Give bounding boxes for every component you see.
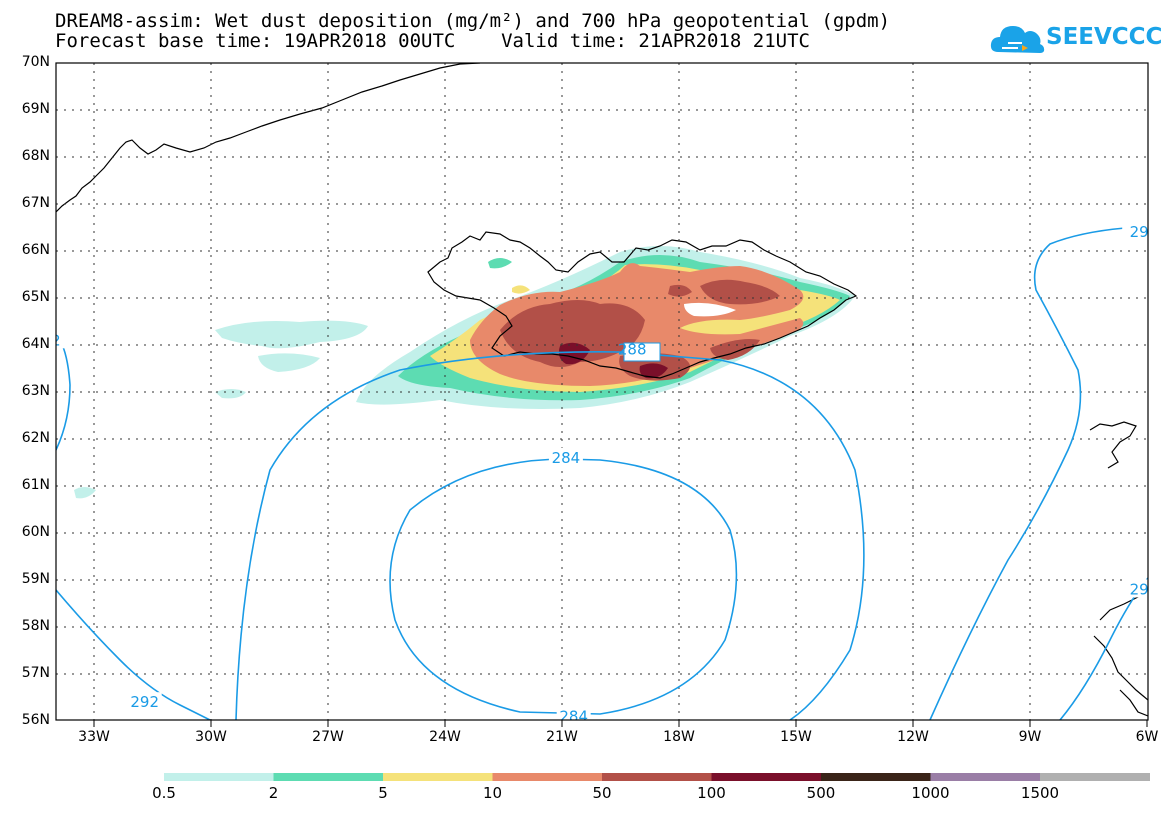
lon-label: 30W — [195, 729, 227, 745]
contour-label-bg — [556, 706, 591, 720]
contour-label: 29 — [1130, 223, 1149, 241]
lon-label: 27W — [312, 729, 344, 745]
lat-label: 63N — [21, 383, 50, 399]
map-frame — [55, 62, 1149, 721]
contour-label-bg — [56, 330, 69, 349]
lat-label: 69N — [21, 101, 50, 117]
dust-field-100 — [558, 342, 668, 379]
legend-label: 2 — [268, 784, 279, 802]
lat-label: 57N — [21, 665, 50, 681]
contour-label-bg — [1122, 222, 1148, 241]
tick-marks — [93, 720, 1148, 727]
legend-swatch — [821, 773, 931, 781]
legend-swatch — [1040, 773, 1150, 781]
lat-label: 58N — [21, 618, 50, 634]
legend-swatch — [164, 773, 274, 781]
lat-label: 70N — [21, 54, 50, 70]
map-title: DREAM8-assim: Wet dust deposition (mg/m²… — [55, 10, 891, 32]
lat-label: 60N — [21, 524, 50, 540]
lat-label: 68N — [21, 148, 50, 164]
contour-label: 92 — [42, 331, 61, 349]
coastlines — [56, 63, 1148, 717]
contour-label: 288 — [618, 341, 647, 359]
lon-label: 15W — [780, 729, 812, 745]
map-subtitle: Forecast base time: 19APR2018 00UTC Vali… — [55, 30, 810, 52]
lat-label: 62N — [21, 430, 50, 446]
legend-label: 100 — [697, 784, 726, 802]
contour-label-288-box — [623, 342, 661, 362]
legend-label: 5 — [378, 784, 388, 802]
logo-text: SEEVCCC — [1046, 24, 1163, 50]
contour-284 — [389, 458, 738, 715]
seevccc-logo: SEEVCCC — [990, 18, 1162, 58]
lat-label: 65N — [21, 289, 50, 305]
cloud-icon — [990, 26, 1045, 53]
legend-label: 50 — [592, 784, 612, 802]
legend-swatch — [602, 773, 712, 781]
contour-label: 284 — [552, 449, 581, 467]
lon-label: 21W — [546, 729, 578, 745]
legend-label: 500 — [806, 784, 836, 802]
legend-colorbar — [164, 773, 1150, 781]
lat-label: 66N — [21, 242, 50, 258]
lon-label: 12W — [897, 729, 929, 745]
lon-label: 24W — [429, 729, 461, 745]
legend-swatch — [711, 773, 822, 781]
lon-label: 18W — [663, 729, 695, 745]
lat-label: 56N — [21, 712, 50, 728]
contour-292-west — [56, 589, 211, 720]
contour-292-west-edge — [56, 339, 71, 451]
gridlines — [56, 63, 1148, 720]
legend-label: 10 — [482, 784, 503, 802]
legend-label: 1500 — [1020, 784, 1060, 802]
legend-label: 1000 — [911, 784, 950, 802]
contour-label: 29 — [1130, 580, 1149, 598]
lat-label: 67N — [21, 195, 50, 211]
lon-label: 6W — [1135, 729, 1159, 745]
contour-label-bg — [127, 692, 162, 711]
contour-292-east — [929, 227, 1126, 720]
lat-label: 64N — [21, 336, 50, 352]
lon-label: 33W — [78, 729, 110, 745]
contour-label: 292 — [130, 693, 159, 711]
legend-swatch — [930, 773, 1041, 781]
lon-label: 9W — [1018, 729, 1042, 745]
contour-label-bg — [1122, 579, 1148, 598]
contour-288 — [235, 351, 865, 720]
iceland-coast — [427, 231, 858, 379]
lat-label: 61N — [21, 477, 50, 493]
lat-label: 59N — [21, 571, 50, 587]
contour-292-east-south — [1059, 577, 1148, 720]
legend-swatch — [492, 773, 603, 781]
greenland-coast — [56, 63, 481, 213]
contour-label: 284 — [559, 707, 588, 725]
contour-label-bg — [548, 447, 583, 466]
legend-swatch — [383, 773, 493, 781]
legend-swatch — [273, 773, 384, 781]
legend-label: 0.5 — [152, 784, 176, 802]
faroes-scotland-coast — [1089, 421, 1148, 717]
